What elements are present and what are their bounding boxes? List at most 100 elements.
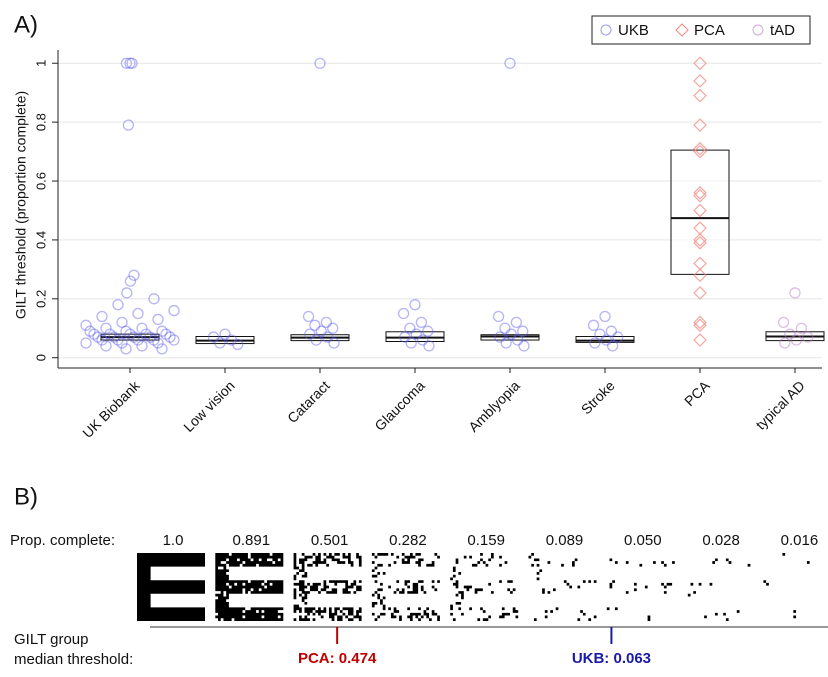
point: [423, 340, 435, 352]
point: [168, 304, 180, 317]
point: [112, 334, 124, 346]
x-tick-label: PCA: [681, 377, 713, 409]
point: [112, 299, 124, 311]
point: [693, 315, 707, 330]
point: [124, 57, 136, 69]
value-label: 0.891: [233, 532, 271, 549]
value-label: 0.028: [702, 532, 740, 549]
point: [605, 325, 618, 337]
point: [587, 319, 600, 331]
y-axis-label: GILT threshold (proportion complete): [13, 91, 29, 319]
point: [156, 343, 168, 355]
point: [132, 334, 144, 346]
point: [225, 334, 238, 346]
point: [309, 319, 321, 331]
point: [405, 337, 417, 349]
point: [100, 340, 112, 352]
point: [219, 328, 231, 340]
point: [790, 334, 802, 346]
y-tick-label: 0: [33, 354, 48, 361]
point: [128, 331, 140, 343]
value-label: 0.282: [389, 532, 427, 549]
stimulus: [763, 553, 810, 619]
point: [505, 328, 517, 340]
x-tick-label: Glaucoma: [371, 377, 428, 434]
y-tick-label: 0.4: [33, 231, 48, 249]
point: [415, 316, 428, 329]
point: [121, 287, 133, 299]
legend-label: PCA: [694, 22, 725, 39]
y-tick-label: 0.2: [33, 290, 48, 308]
point: [88, 328, 100, 340]
point: [232, 338, 244, 351]
point: [499, 322, 511, 334]
point: [777, 316, 790, 329]
stimulus: [687, 558, 751, 621]
point: [120, 57, 133, 69]
box: [385, 331, 445, 342]
x-tick-label: Stroke: [578, 377, 618, 417]
point: [600, 334, 612, 346]
x-tick-label: Cataract: [284, 377, 333, 426]
stimulus: [293, 553, 362, 621]
point: [124, 275, 137, 287]
point: [84, 325, 96, 337]
point: [122, 119, 135, 131]
point: [160, 328, 172, 340]
marker-label: GILT group: [14, 631, 89, 648]
point: [124, 328, 136, 340]
point: [156, 325, 168, 337]
point: [784, 328, 796, 340]
threshold-label: UKB: 0.063: [572, 650, 651, 667]
point: [164, 331, 176, 343]
point: [422, 325, 434, 337]
point: [120, 343, 132, 355]
point: [80, 337, 92, 349]
point: [148, 293, 160, 305]
point: [108, 331, 120, 343]
point: [310, 334, 322, 346]
point: [416, 334, 429, 346]
stimulus: [528, 553, 597, 621]
threshold-label: PCA: 0.474: [298, 650, 377, 667]
legend-marker: [675, 23, 689, 37]
value-label: 0.050: [624, 532, 662, 549]
point: [126, 57, 138, 69]
point: [397, 307, 410, 320]
point: [214, 337, 226, 349]
legend-marker: [600, 24, 612, 36]
point: [207, 331, 220, 343]
x-tick-label: UK Biobank: [79, 377, 143, 441]
point: [612, 331, 624, 343]
box: [575, 335, 635, 343]
point: [693, 188, 707, 203]
point: [80, 319, 92, 331]
point: [693, 286, 707, 300]
y-tick-label: 1: [33, 60, 48, 67]
x-tick-label: Amblyopia: [465, 377, 523, 435]
point: [693, 88, 707, 103]
value-label: 0.159: [467, 532, 505, 549]
point: [116, 316, 128, 329]
point: [132, 307, 144, 320]
y-tick-label: 0.6: [33, 172, 48, 190]
value-label: 1.0: [163, 532, 184, 549]
point: [328, 337, 340, 349]
point: [802, 331, 814, 343]
stimulus: [137, 553, 205, 621]
value-label: 0.016: [781, 532, 819, 549]
legend-label: UKB: [618, 22, 649, 39]
point: [504, 57, 516, 69]
point: [140, 328, 152, 340]
point: [302, 310, 315, 323]
panel-label: B): [14, 483, 38, 510]
point: [693, 56, 707, 71]
point: [779, 337, 791, 349]
box: [670, 149, 730, 275]
point: [511, 334, 524, 346]
point: [494, 331, 506, 343]
point: [693, 141, 707, 156]
point: [693, 236, 707, 250]
y-tick-label: 0.8: [33, 113, 48, 131]
